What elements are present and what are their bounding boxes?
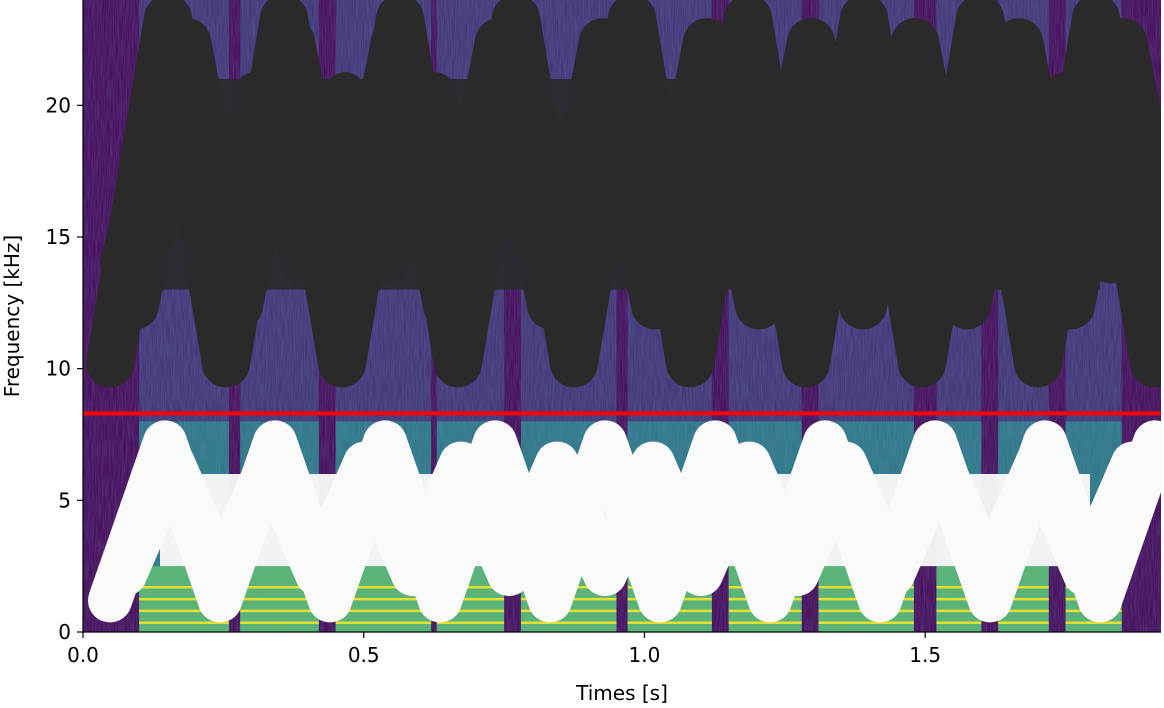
x-tick-label-2: 1.0 — [629, 643, 661, 667]
y-axis-label: Frequency [kHz] — [0, 235, 24, 397]
plot-area — [83, 0, 1161, 632]
y-tick-label-2: 10 — [46, 357, 71, 381]
y-ticks: 0 5 10 15 20 — [46, 93, 83, 644]
y-tick-label-1: 5 — [58, 488, 71, 512]
y-tick-label-0: 0 — [58, 620, 71, 644]
x-tick-label-0: 0.0 — [67, 643, 99, 667]
scribble-dark-fill — [140, 79, 1100, 290]
y-tick-label-4: 20 — [46, 93, 71, 117]
x-ticks: 0.0 0.5 1.0 1.5 — [67, 632, 941, 667]
scribble-light-fill — [160, 474, 1090, 567]
x-tick-label-3: 1.5 — [909, 643, 941, 667]
scribble-dark-a — [86, 0, 1161, 388]
x-tick-label-1: 0.5 — [348, 643, 380, 667]
redaction-scribble-dark — [86, 0, 1161, 388]
redaction-scribble-light — [88, 420, 1161, 623]
x-axis-label: Times [s] — [575, 681, 668, 705]
y-tick-label-3: 15 — [46, 225, 71, 249]
